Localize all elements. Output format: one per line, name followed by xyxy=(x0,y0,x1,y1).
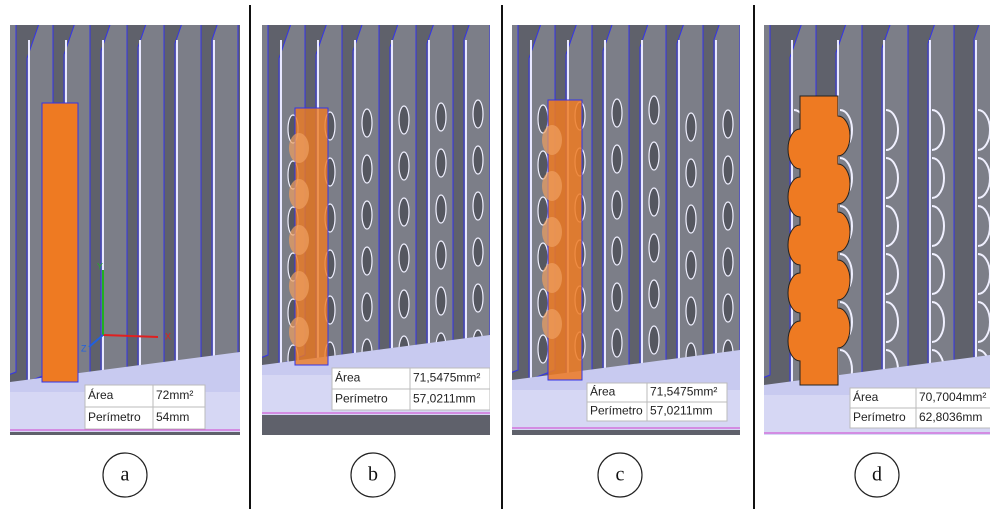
hole xyxy=(686,205,696,233)
face-hole xyxy=(542,309,562,339)
hole xyxy=(399,152,409,180)
hole xyxy=(723,202,733,230)
face-hole xyxy=(542,171,562,201)
cad-view: Área 70,7004mm² Perímetro 62,8036mm xyxy=(744,0,990,435)
cad-view: Área 71,5475mm² Perímetro 57,0211mm xyxy=(492,0,777,435)
panel-label: c xyxy=(616,464,625,486)
hole xyxy=(723,248,733,276)
measure-name: Perímetro xyxy=(590,404,643,418)
hole xyxy=(473,284,483,312)
fin xyxy=(212,0,238,382)
hole xyxy=(436,149,446,177)
measure-name: Perímetro xyxy=(335,392,388,406)
hole xyxy=(649,234,659,262)
measure-name: Área xyxy=(853,389,879,404)
measure-name: Perímetro xyxy=(853,410,906,424)
hole xyxy=(399,106,409,134)
hole xyxy=(362,109,372,137)
hole xyxy=(473,146,483,174)
face-hole xyxy=(542,217,562,247)
hole xyxy=(362,247,372,275)
hole xyxy=(436,287,446,315)
fin xyxy=(714,0,740,380)
measure-value: 71,5475mm² xyxy=(413,371,480,385)
face-hole xyxy=(289,179,309,209)
hole xyxy=(686,159,696,187)
face-hole xyxy=(289,225,309,255)
hole xyxy=(649,188,659,216)
hole xyxy=(538,335,548,363)
face-hole xyxy=(289,317,309,347)
measure-name: Área xyxy=(335,370,361,385)
hole xyxy=(473,238,483,266)
measure-value: 54mm xyxy=(156,410,189,424)
panel-label: a xyxy=(121,464,130,486)
measure-value: 62,8036mm xyxy=(919,410,982,424)
hole xyxy=(612,99,622,127)
hole xyxy=(649,142,659,170)
hole xyxy=(612,145,622,173)
measure-value: 72mm² xyxy=(156,388,193,402)
hole xyxy=(649,326,659,354)
measure-value: 57,0211mm xyxy=(650,404,712,418)
hole xyxy=(723,110,733,138)
selected-face xyxy=(788,96,850,385)
figure: X Y Z Área 72mm² Perímetro 54mm a Área 71,5475mm²… xyxy=(0,0,990,509)
hole xyxy=(436,241,446,269)
measure-name: Área xyxy=(590,384,616,399)
panel-label: d xyxy=(872,464,882,486)
hole xyxy=(723,294,733,322)
fin xyxy=(138,0,164,382)
hole xyxy=(362,155,372,183)
hole xyxy=(612,329,622,357)
measure-value: 70,7004mm² xyxy=(919,390,986,404)
measure-name: Perímetro xyxy=(88,410,141,424)
fin xyxy=(603,0,629,380)
measure-name: Área xyxy=(88,387,114,402)
axis-label: X xyxy=(165,331,171,341)
face-hole xyxy=(542,125,562,155)
hole xyxy=(362,201,372,229)
fin xyxy=(175,0,201,382)
cad-view: Área 71,5475mm² Perímetro 57,0211mm xyxy=(242,0,527,435)
face-hole xyxy=(542,263,562,293)
hole xyxy=(473,100,483,128)
hole xyxy=(649,280,659,308)
selected-face xyxy=(42,103,78,382)
face-hole xyxy=(289,133,309,163)
hole xyxy=(649,96,659,124)
axis-label: Y xyxy=(97,261,103,271)
measure-value: 71,5475mm² xyxy=(650,385,717,399)
hole xyxy=(686,113,696,141)
measure-value: 57,0211mm xyxy=(413,392,475,406)
hole xyxy=(686,297,696,325)
hole xyxy=(399,198,409,226)
face-hole xyxy=(289,271,309,301)
hole xyxy=(362,293,372,321)
hole xyxy=(723,156,733,184)
hole xyxy=(399,290,409,318)
panel-label: b xyxy=(368,464,378,486)
axis-label: Z xyxy=(81,343,87,353)
fin xyxy=(101,0,127,382)
hole xyxy=(473,192,483,220)
hole xyxy=(436,195,446,223)
hole xyxy=(686,251,696,279)
hole xyxy=(612,283,622,311)
hole xyxy=(612,191,622,219)
cad-view: X Y Z Área 72mm² Perímetro 54mm xyxy=(0,0,275,435)
hole xyxy=(436,103,446,131)
hole xyxy=(399,244,409,272)
hole xyxy=(612,237,622,265)
